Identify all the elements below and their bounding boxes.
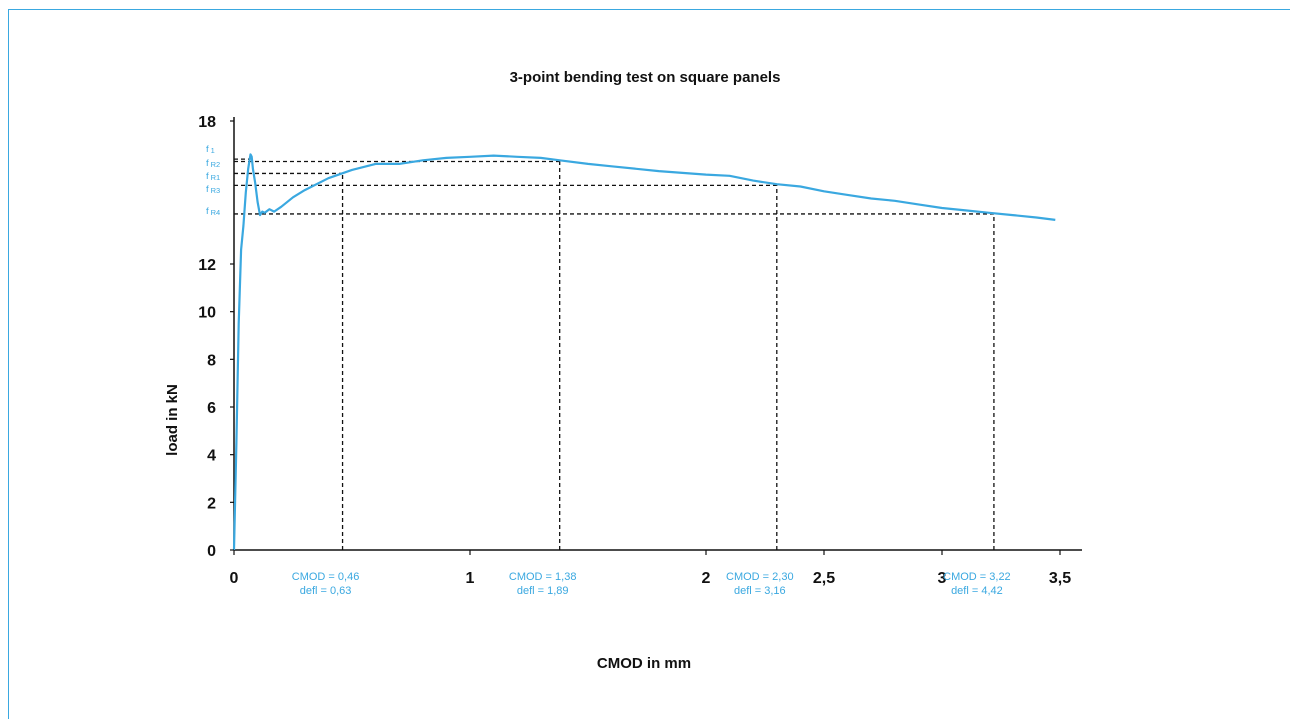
- y-tick-label: 2: [207, 495, 216, 512]
- y-tick-label: 18: [198, 114, 216, 131]
- annotations: CMOD = 0,46 defl = 0,63 CMOD = 1,38 defl = …: [206, 144, 1011, 597]
- y-tick-label: 0: [207, 543, 216, 560]
- cmod-annotation: CMOD = 0,46: [292, 571, 360, 583]
- cmod-annotation: CMOD = 1,38: [509, 571, 577, 583]
- f-level-label: f R1: [206, 171, 220, 182]
- deflection-annotation: defl = 1,89: [517, 585, 569, 597]
- f-level-symbol: f: [206, 158, 209, 169]
- f-level-symbol: f: [206, 171, 209, 182]
- y-tick-label: 6: [207, 400, 216, 417]
- f-level-label: f R4: [206, 206, 220, 217]
- f-level-subscript: R3: [211, 186, 221, 195]
- x-axis-label: CMOD in mm: [597, 655, 691, 672]
- deflection-annotation: defl = 3,16: [734, 585, 786, 597]
- load-curve-line: [232, 153, 1056, 551]
- y-tick-label: 4: [207, 448, 216, 465]
- deflection-annotation: defl = 4,42: [951, 585, 1003, 597]
- axes: [233, 117, 1082, 551]
- x-tick-label: 2,5: [813, 570, 835, 587]
- x-tick-label: 0: [230, 570, 239, 587]
- f-level-subscript: R1: [211, 173, 221, 182]
- x-tick-label: 3,5: [1049, 570, 1071, 587]
- f-level-subscript: R2: [211, 160, 221, 169]
- chart-title: 3-point bending test on square panels: [510, 69, 781, 86]
- x-tick-label: 2: [702, 570, 711, 587]
- f-level-symbol: f: [206, 144, 209, 155]
- f-level-subscript: R4: [211, 208, 221, 217]
- y-tick-label: 10: [198, 305, 216, 322]
- cmod-annotation: CMOD = 3,22: [943, 571, 1011, 583]
- cmod-annotation: CMOD = 2,30: [726, 571, 794, 583]
- f-level-symbol: f: [206, 184, 209, 195]
- deflection-annotation: defl = 0,63: [300, 585, 352, 597]
- x-tick-label: 1: [466, 570, 475, 587]
- f-level-subscript: 1: [211, 146, 215, 155]
- chart-frame: [8, 9, 1290, 719]
- reference-lines: [234, 158, 995, 550]
- y-axis-label: load in kN: [164, 384, 181, 456]
- f-level-label: f R2: [206, 158, 220, 169]
- y-tick-label: 12: [198, 257, 216, 274]
- x-tick-label: 3: [938, 570, 947, 587]
- series-layer: [232, 153, 1056, 551]
- y-tick-label: 8: [207, 352, 216, 369]
- f-level-symbol: f: [206, 206, 209, 217]
- f-level-label: f R3: [206, 184, 220, 195]
